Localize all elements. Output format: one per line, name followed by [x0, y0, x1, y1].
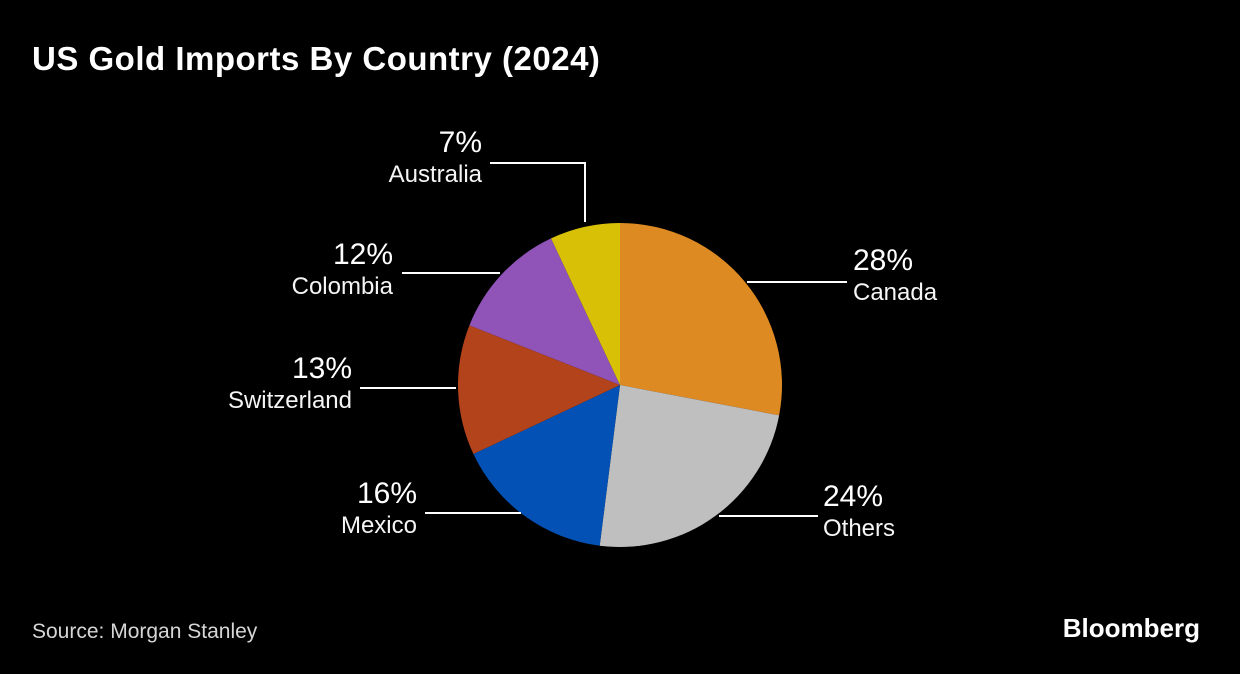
pie-slice-others: [599, 385, 780, 547]
callout-mexico: 16% Mexico: [341, 477, 417, 541]
pie-slice-canada: [620, 223, 783, 416]
callout-switzerland: 13% Switzerland: [228, 352, 352, 416]
pie-slice-switzerland: [458, 325, 620, 454]
callout-canada: 28% Canada: [853, 244, 937, 308]
callout-others: 24% Others: [823, 480, 895, 544]
callout-australia: 7% Australia: [389, 126, 482, 190]
bloomberg-logo: Bloomberg: [1062, 613, 1200, 643]
percent-label-colombia: 12%: [332, 238, 393, 271]
percent-label-canada: 28%: [853, 244, 914, 277]
pie-slice-mexico: [473, 385, 620, 546]
page-title: US Gold Imports By Country (2024): [32, 40, 601, 77]
percent-label-mexico: 16%: [356, 477, 417, 510]
country-label-mexico: Mexico: [340, 512, 417, 539]
leader-line-australia: [490, 162, 586, 222]
country-label-colombia: Colombia: [291, 273, 393, 300]
percent-label-switzerland: 13%: [291, 352, 352, 385]
percent-label-others: 24%: [823, 480, 884, 513]
percent-label-australia: 7%: [438, 126, 482, 159]
country-label-others: Others: [823, 515, 896, 542]
pie-slice-colombia: [469, 238, 620, 385]
leader-lines: [360, 162, 847, 517]
country-label-switzerland: Switzerland: [227, 387, 352, 414]
source-note: Source: Morgan Stanley: [32, 620, 258, 643]
pie-slice-australia: [551, 223, 620, 385]
country-label-canada: Canada: [853, 279, 938, 306]
country-label-australia: Australia: [388, 161, 482, 188]
pie-slices: [458, 223, 783, 547]
callout-colombia: 12% Colombia: [292, 238, 393, 302]
